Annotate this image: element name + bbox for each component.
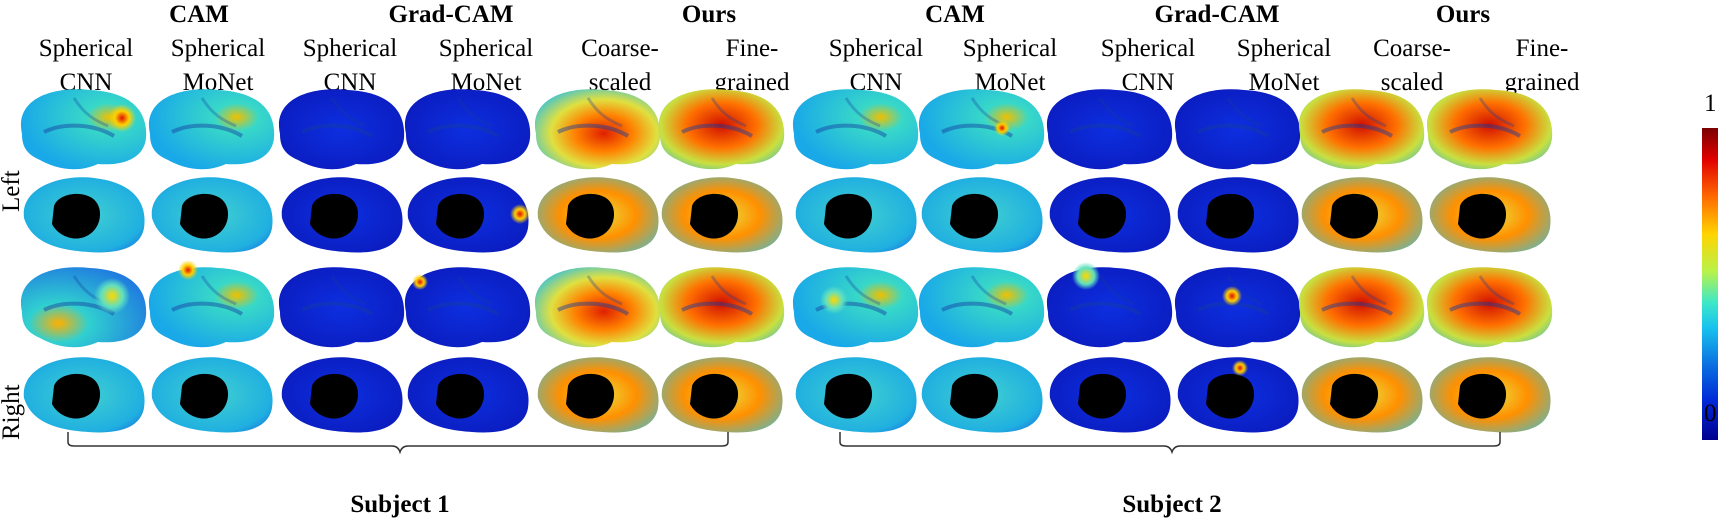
hotspot-8 xyxy=(1232,360,1248,376)
hotspot-3 xyxy=(510,204,530,224)
sublabel-s2-c1: Spherical CNN xyxy=(828,35,924,96)
brace-subject-2 xyxy=(839,432,1501,455)
hotspot-6 xyxy=(994,120,1010,136)
brain-left-medial-9 xyxy=(1049,177,1171,253)
brain-right-lateral-3 xyxy=(278,267,405,348)
brain-left-medial-4 xyxy=(407,177,529,253)
brain-left-lateral-10 xyxy=(1174,89,1301,170)
brain-left-lateral-5 xyxy=(534,89,661,170)
brain-right-medial-11 xyxy=(1301,357,1423,433)
subject-2-label: Subject 2 xyxy=(1122,491,1222,518)
brain-right-lateral-10 xyxy=(1174,267,1301,348)
colorbar-max: 1 xyxy=(1704,90,1717,117)
brain-right-medial-2 xyxy=(151,357,273,433)
brain-left-lateral-4 xyxy=(404,89,531,170)
method-gradcam-1: Grad-CAM xyxy=(388,1,514,28)
brain-left-medial-1 xyxy=(23,177,145,253)
subject-1-label: Subject 1 xyxy=(350,491,450,518)
brain-right-medial-8 xyxy=(921,357,1043,433)
brain-left-lateral-6 xyxy=(658,89,785,170)
brain-left-medial-11 xyxy=(1301,177,1423,253)
hotspot-9 xyxy=(1072,262,1100,290)
brain-right-lateral-12 xyxy=(1426,267,1553,348)
hotspot-2 xyxy=(178,260,198,280)
brain-right-medial-10 xyxy=(1177,357,1299,433)
brain-right-medial-7 xyxy=(795,357,917,433)
brain-left-lateral-2 xyxy=(148,89,275,170)
brain-left-lateral-7 xyxy=(792,89,919,170)
brain-right-medial-4 xyxy=(407,357,529,433)
brain-left-medial-6 xyxy=(661,177,783,253)
sublabel-s2-c3: Spherical CNN xyxy=(1100,35,1196,96)
method-cam-1: CAM xyxy=(169,1,229,28)
brain-left-lateral-9 xyxy=(1046,89,1173,170)
sublabel-s2-c6: Fine-grained xyxy=(1504,35,1580,96)
method-cam-2: CAM xyxy=(925,1,985,28)
brain-right-lateral-8 xyxy=(918,267,1045,348)
brain-left-medial-7 xyxy=(795,177,917,253)
brain-left-medial-2 xyxy=(151,177,273,253)
brain-left-medial-10 xyxy=(1177,177,1299,253)
method-ours-2: Ours xyxy=(1435,1,1491,28)
brain-left-lateral-12 xyxy=(1426,89,1553,170)
hotspot-4 xyxy=(412,274,428,290)
brain-right-medial-6 xyxy=(661,357,783,433)
brain-left-medial-8 xyxy=(921,177,1043,253)
brain-right-lateral-2 xyxy=(148,267,275,348)
brain-right-medial-3 xyxy=(281,357,403,433)
brain-right-lateral-7 xyxy=(792,267,919,348)
brain-left-lateral-3 xyxy=(278,89,405,170)
brain-left-lateral-8 xyxy=(918,89,1045,170)
colorbar-min: 0 xyxy=(1704,400,1717,427)
brain-left-lateral-11 xyxy=(1298,89,1425,170)
brain-left-medial-5 xyxy=(537,177,659,253)
brain-right-lateral-6 xyxy=(658,267,785,348)
hotspot-5 xyxy=(94,278,130,314)
sublabel-s2-c4: Spherical MoNet xyxy=(1236,35,1332,96)
brain-right-lateral-4 xyxy=(404,267,531,348)
method-ours-1: Ours xyxy=(681,1,737,28)
hotspot-7 xyxy=(1222,286,1242,306)
brace-subject-1 xyxy=(67,432,729,455)
brain-left-medial-3 xyxy=(281,177,403,253)
brain-right-medial-5 xyxy=(537,357,659,433)
brain-right-lateral-5 xyxy=(534,267,661,348)
method-gradcam-2: Grad-CAM xyxy=(1154,1,1280,28)
brain-right-medial-1 xyxy=(23,357,145,433)
hotspot-10 xyxy=(820,286,848,314)
brain-right-lateral-1 xyxy=(20,267,147,348)
brain-right-lateral-11 xyxy=(1298,267,1425,348)
brain-right-medial-12 xyxy=(1429,357,1551,433)
brain-left-medial-12 xyxy=(1429,177,1551,253)
colorbar xyxy=(1702,128,1718,440)
hotspot-1 xyxy=(108,104,136,132)
brain-right-lateral-9 xyxy=(1046,267,1173,348)
brain-right-medial-9 xyxy=(1049,357,1171,433)
sublabel-s2-c5: Coarse-scaled xyxy=(1373,35,1451,96)
